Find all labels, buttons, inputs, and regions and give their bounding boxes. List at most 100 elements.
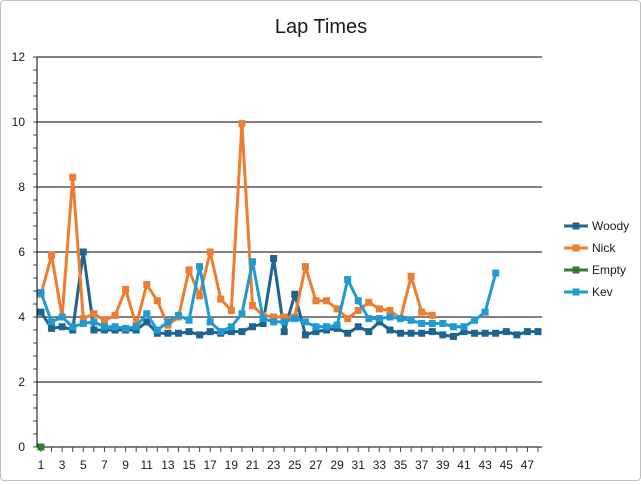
data-point-nick: [280, 313, 288, 321]
data-point-kev: [259, 315, 267, 323]
data-point-nick: [365, 298, 373, 306]
data-point-woody: [354, 323, 362, 331]
series-lines: [37, 120, 542, 451]
x-tick-label: 13: [161, 458, 175, 472]
data-point-kev: [111, 323, 119, 331]
legend-marker-woody: [572, 222, 580, 230]
data-point-woody: [227, 328, 235, 336]
data-point-woody: [259, 320, 267, 327]
legend-label-nick: Nick: [592, 241, 616, 255]
data-point-nick: [428, 311, 436, 319]
data-point-kev: [217, 328, 225, 336]
x-tick-label: 23: [267, 458, 281, 472]
data-point-woody: [492, 329, 500, 337]
x-tick-label: 37: [415, 458, 429, 472]
data-point-woody: [185, 328, 193, 336]
series-kev: [37, 258, 500, 336]
data-point-kev: [69, 323, 77, 331]
x-tick-label: 17: [204, 458, 218, 472]
data-point-kev: [153, 326, 161, 334]
data-point-kev: [122, 324, 130, 332]
data-point-kev: [185, 316, 193, 324]
x-tick-label: 33: [373, 458, 387, 472]
data-point-nick: [238, 120, 246, 128]
x-tick-label: 31: [352, 458, 366, 472]
y-tick-label: 0: [18, 440, 25, 454]
data-point-kev: [206, 318, 214, 326]
data-point-kev: [428, 320, 436, 327]
legend-item-woody: Woody: [564, 219, 629, 233]
data-point-kev: [344, 276, 352, 284]
data-point-nick: [100, 316, 108, 324]
data-point-woody: [513, 331, 521, 339]
data-point-kev: [58, 313, 66, 321]
data-point-kev: [164, 318, 172, 326]
data-point-kev: [280, 318, 288, 326]
data-point-kev: [449, 323, 457, 331]
x-tick-label: 41: [457, 458, 471, 472]
gridlines: [37, 56, 542, 383]
y-tick-label: 6: [18, 245, 25, 259]
data-point-kev: [301, 318, 309, 326]
data-point-woody: [418, 329, 426, 337]
data-point-nick: [301, 263, 309, 271]
data-point-woody: [386, 326, 394, 334]
data-point-kev: [312, 323, 320, 331]
data-point-nick: [206, 248, 214, 256]
data-point-nick: [333, 305, 341, 313]
data-point-nick: [90, 310, 98, 318]
x-tick-label: 47: [521, 458, 535, 472]
x-tick-label: 43: [478, 458, 492, 472]
data-point-kev: [418, 320, 426, 327]
data-point-nick: [407, 272, 415, 280]
data-point-kev: [90, 318, 98, 326]
data-point-nick: [248, 302, 256, 310]
data-point-nick: [227, 307, 235, 314]
data-point-nick: [153, 297, 161, 305]
data-point-nick: [354, 307, 362, 314]
data-point-kev: [407, 316, 415, 324]
data-point-woody: [534, 328, 542, 336]
legend-label-woody: Woody: [592, 219, 629, 233]
data-point-nick: [196, 292, 204, 300]
x-tick-label: 9: [122, 458, 129, 472]
legend-marker-kev: [572, 288, 580, 296]
x-tick-label: 35: [394, 458, 408, 472]
data-point-woody: [449, 333, 457, 340]
data-point-woody: [344, 329, 352, 337]
data-point-kev: [492, 269, 500, 277]
data-point-kev: [79, 320, 87, 327]
data-point-kev: [460, 323, 468, 331]
data-point-kev: [132, 323, 140, 331]
x-tick-label: 45: [500, 458, 514, 472]
x-tick-label: 29: [330, 458, 344, 472]
legend-marker-nick: [572, 244, 580, 252]
data-point-woody: [280, 328, 288, 336]
data-point-kev: [365, 315, 373, 323]
data-point-empty: [37, 443, 45, 451]
data-point-woody: [90, 326, 98, 334]
data-point-woody: [397, 329, 405, 337]
data-point-woody: [428, 328, 436, 336]
data-point-kev: [227, 323, 235, 331]
data-point-nick: [143, 281, 151, 288]
data-point-kev: [354, 297, 362, 305]
data-point-woody: [164, 329, 172, 337]
data-point-woody: [523, 328, 531, 336]
data-point-nick: [69, 173, 77, 181]
legend-marker-empty: [572, 266, 580, 274]
data-point-woody: [365, 328, 373, 336]
data-point-kev: [48, 318, 56, 326]
data-point-kev: [174, 311, 182, 319]
data-point-kev: [333, 321, 341, 329]
data-point-nick: [386, 307, 394, 314]
legend-item-empty: Empty: [564, 263, 626, 277]
data-point-nick: [122, 285, 130, 293]
data-point-kev: [386, 313, 394, 321]
data-point-nick: [375, 305, 383, 313]
data-point-kev: [196, 263, 204, 271]
data-point-woody: [471, 329, 479, 337]
